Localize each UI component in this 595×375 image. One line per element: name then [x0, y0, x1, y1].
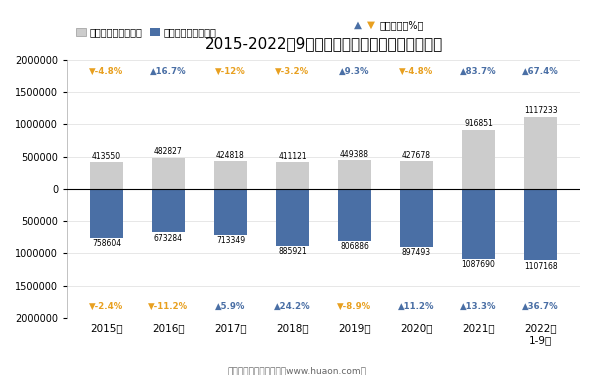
Text: ▼-12%: ▼-12% [215, 67, 246, 76]
Text: 897493: 897493 [402, 248, 431, 257]
Text: ▲11.2%: ▲11.2% [398, 302, 435, 311]
Text: 413550: 413550 [92, 152, 121, 161]
Text: 1117233: 1117233 [524, 106, 558, 116]
Text: 713349: 713349 [216, 236, 245, 245]
Bar [462, 130, 494, 189]
Text: 制图：华经产业研究院（www.huaon.com）: 制图：华经产业研究院（www.huaon.com） [228, 366, 367, 375]
Text: ▼-4.8%: ▼-4.8% [399, 67, 434, 76]
Text: ▲16.7%: ▲16.7% [150, 67, 187, 76]
Bar [90, 162, 123, 189]
Text: 449388: 449388 [340, 150, 369, 159]
Text: ▲9.3%: ▲9.3% [339, 67, 369, 76]
Text: ▼-11.2%: ▼-11.2% [148, 302, 189, 311]
Text: ▲5.9%: ▲5.9% [215, 302, 246, 311]
Text: 427678: 427678 [402, 151, 431, 160]
Bar [400, 189, 433, 247]
Bar [152, 158, 184, 189]
Bar [152, 189, 184, 232]
Bar [524, 189, 557, 260]
Legend: 出口总额（万美元）, 进口总额（万美元）: 出口总额（万美元）, 进口总额（万美元） [72, 23, 220, 41]
Text: ▼: ▼ [367, 20, 375, 30]
Bar [400, 161, 433, 189]
Bar [214, 161, 246, 189]
Text: 1107168: 1107168 [524, 261, 558, 270]
Text: 424818: 424818 [216, 151, 245, 160]
Text: ▲13.3%: ▲13.3% [461, 302, 497, 311]
Text: ▼-3.2%: ▼-3.2% [275, 67, 309, 76]
Text: 673284: 673284 [154, 234, 183, 243]
Bar [90, 189, 123, 238]
Text: ▼-4.8%: ▼-4.8% [89, 67, 124, 76]
Text: 885921: 885921 [278, 247, 307, 256]
Text: ▲36.7%: ▲36.7% [522, 302, 559, 311]
Bar [277, 189, 309, 246]
Text: 1087690: 1087690 [462, 260, 496, 269]
Bar [277, 162, 309, 189]
Bar [339, 189, 371, 241]
Bar [462, 189, 494, 259]
Text: ▲24.2%: ▲24.2% [274, 302, 311, 311]
Bar [524, 117, 557, 189]
Text: ▼-8.9%: ▼-8.9% [337, 302, 372, 311]
Text: 同比增长（%）: 同比增长（%） [380, 20, 424, 30]
Title: 2015-2022年9月洋山特殊综合保税区进、出口额: 2015-2022年9月洋山特殊综合保税区进、出口额 [205, 37, 443, 52]
Bar [339, 160, 371, 189]
Text: 482827: 482827 [154, 147, 183, 156]
Text: 758604: 758604 [92, 239, 121, 248]
Text: 916851: 916851 [464, 119, 493, 128]
Text: ▼-2.4%: ▼-2.4% [89, 302, 124, 311]
Text: 411121: 411121 [278, 152, 307, 161]
Bar [214, 189, 246, 235]
Text: ▲: ▲ [354, 20, 362, 30]
Text: 806886: 806886 [340, 242, 369, 251]
Text: ▲83.7%: ▲83.7% [461, 67, 497, 76]
Text: ▲67.4%: ▲67.4% [522, 67, 559, 76]
